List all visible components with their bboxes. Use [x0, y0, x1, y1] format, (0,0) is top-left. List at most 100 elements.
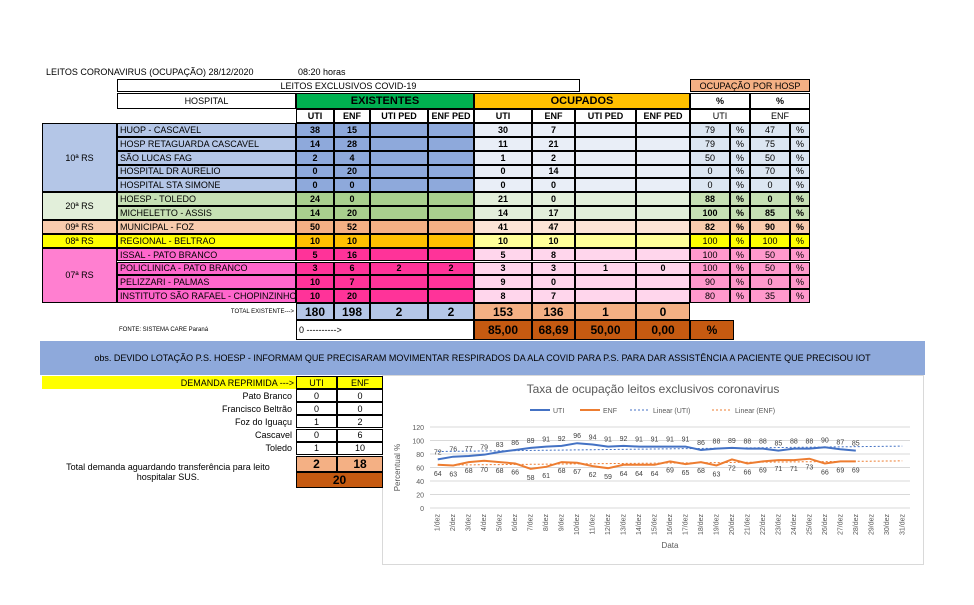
beds-occupied	[636, 247, 690, 262]
beds-existing	[370, 192, 428, 207]
data-label: 91	[635, 437, 643, 444]
title: LEITOS CORONAVIRUS (OCUPAÇÃO) 28/12/2020	[46, 67, 254, 77]
occupancy-pct: %	[730, 233, 750, 248]
occupancy-pct: %	[790, 178, 810, 193]
beds-existing	[428, 219, 474, 234]
beds-occupied: 1	[474, 150, 532, 165]
occupancy-pct: 0	[750, 178, 790, 193]
trendline	[437, 460, 903, 466]
demand-total: 18	[337, 456, 383, 472]
beds-existing	[428, 136, 474, 151]
demand-value: 1	[296, 441, 337, 455]
occupancy-pct: 100	[750, 233, 790, 248]
demand-value: 0	[296, 428, 337, 442]
data-label: 64	[651, 471, 659, 478]
occupancy-pct: %	[730, 192, 750, 207]
beds-existing: 10	[296, 289, 334, 304]
beds-occupied: 14	[532, 164, 575, 179]
beds-occupied: 10	[532, 233, 575, 248]
beds-occupied	[636, 219, 690, 234]
occupancy-pct: 88	[690, 192, 730, 207]
observation: obs. DEVIDO LOTAÇÃO P.S. HOESP - INFORMA…	[40, 341, 925, 375]
data-label: 69	[759, 467, 767, 474]
occupancy-pct: %	[790, 275, 810, 290]
total-label: TOTAL EXISTENTE--->	[230, 308, 294, 315]
y-tick-label: 60	[416, 466, 424, 473]
hospital-name: SÃO LUCAS FAG	[117, 150, 296, 165]
occupancy-pct: %	[730, 178, 750, 193]
x-tick-label: 19/dez	[713, 514, 720, 536]
beds-occupied: 11	[474, 136, 532, 151]
occupancy-pct: 75	[750, 136, 790, 151]
occupancy-pct: 50	[750, 247, 790, 262]
data-label: 66	[511, 469, 519, 476]
occupancy-pct: %	[790, 261, 810, 276]
data-label: 91	[682, 437, 690, 444]
beds-existing: 14	[296, 136, 334, 151]
beds-occupied: 41	[474, 219, 532, 234]
beds-occupied	[575, 123, 636, 137]
beds-existing	[428, 178, 474, 193]
region-label: 20ª RS	[42, 192, 117, 220]
beds-occupied	[636, 289, 690, 304]
beds-existing	[428, 289, 474, 304]
hospital-name: MICHELETTO - ASSIS	[117, 206, 296, 220]
x-tick-label: 28/dez	[853, 514, 860, 536]
beds-existing: 3	[296, 261, 334, 276]
data-label: 69	[852, 467, 860, 474]
demand-col: UTI	[296, 376, 337, 389]
occupancy-pct: %	[790, 247, 810, 262]
beds-occupied: 5	[474, 247, 532, 262]
occupancy-pct: %	[790, 219, 810, 234]
beds-existing	[370, 233, 428, 248]
hospital-name: HOSPITAL DR AURELIO	[117, 164, 296, 179]
beds-occupied	[636, 164, 690, 179]
beds-existing	[370, 178, 428, 193]
hospital-name: REGIONAL - BELTRAO	[117, 233, 296, 248]
x-tick-label: 13/dez	[621, 514, 628, 536]
demand-value: 1	[296, 415, 337, 429]
beds-occupied	[636, 150, 690, 165]
x-tick-label: 15/dez	[652, 514, 659, 536]
data-label: 91	[666, 437, 674, 444]
y-tick-label: 0	[420, 506, 424, 513]
beds-existing: 2	[370, 261, 428, 276]
beds-occupied	[575, 192, 636, 207]
beds-existing	[370, 136, 428, 151]
beds-existing	[428, 123, 474, 137]
arrow-note: 0 ---------->	[296, 320, 474, 341]
x-tick-label: 22/dez	[760, 514, 767, 536]
occupancy-pct: %	[730, 206, 750, 220]
region-label: 08ª RS	[42, 233, 117, 248]
beds-occupied	[636, 192, 690, 207]
x-tick-label: 27/dez	[837, 514, 844, 536]
x-tick-label: 18/dez	[698, 514, 705, 536]
data-label: 65	[682, 470, 690, 477]
occupancy-pct: %	[730, 275, 750, 290]
demand-value: 0	[337, 402, 383, 416]
chart: Taxa de ocupação leitos exclusivos coron…	[382, 375, 924, 565]
demand-city: Cascavel	[254, 430, 292, 441]
subcolumn-header: ENF PED	[636, 109, 690, 123]
beds-occupied: 8	[532, 247, 575, 262]
occupancy-pct: 90	[690, 275, 730, 290]
occupancy-pct: %	[790, 192, 810, 207]
region-label: 09ª RS	[42, 219, 117, 234]
beds-existing: 16	[334, 247, 370, 262]
beds-occupied	[575, 289, 636, 304]
x-tick-label: 30/dez	[884, 514, 891, 536]
occupancy-pct: %	[790, 289, 810, 304]
occupancy-pct: %	[790, 150, 810, 165]
total-existing: 2	[370, 303, 428, 321]
demand-label: DEMANDA REPRIMIDA --->	[42, 376, 296, 389]
data-label: 66	[744, 469, 752, 476]
beds-occupied: 47	[532, 219, 575, 234]
data-label: 61	[542, 473, 550, 480]
occupancy-pct: %	[730, 150, 750, 165]
x-tick-label: 7/dez	[528, 514, 535, 532]
total-existing: 2	[428, 303, 474, 321]
data-label: 86	[511, 440, 519, 447]
demand-value: 0	[296, 402, 337, 416]
occupancy-pct: %	[730, 123, 750, 137]
occupancy-pct: %	[730, 164, 750, 179]
